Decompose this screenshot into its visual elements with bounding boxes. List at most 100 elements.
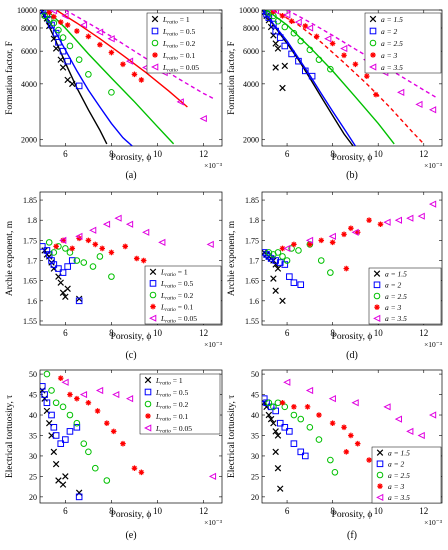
y-tick-label: 1.6 — [27, 297, 37, 306]
legend-marker-star — [374, 304, 380, 310]
legend-marker-circle — [373, 292, 381, 300]
data-point-star — [85, 33, 92, 40]
legend-marker-triangle — [151, 63, 159, 71]
y-tick-label: 2000 — [243, 136, 259, 145]
data-point-square — [75, 82, 83, 90]
fit-line-4 — [55, 10, 188, 108]
y-tick-label: 20 — [29, 493, 37, 502]
legend-box — [146, 12, 222, 74]
axes-frame — [261, 369, 443, 504]
data-point-square — [281, 42, 289, 50]
data-point-square — [297, 281, 305, 288]
legend-label: a = 3 — [385, 303, 402, 312]
data-point-triangle — [114, 214, 122, 222]
data-point-circle — [85, 71, 92, 78]
data-point-square — [290, 279, 298, 286]
data-point-circle — [103, 477, 111, 484]
legend-marker-square — [373, 281, 381, 289]
data-point-square — [297, 448, 305, 456]
x-tick-label: 8 — [109, 506, 114, 516]
data-point-star — [57, 375, 64, 381]
data-point-star — [302, 23, 309, 29]
data-point-triangle — [351, 228, 359, 236]
data-point-x — [270, 419, 277, 427]
legend-label: a = 2 — [385, 281, 402, 290]
legend: a = 1.5 a = 2 a = 2.5 a = 3 a = 3.5 — [364, 12, 442, 74]
data-point-x — [62, 293, 69, 301]
data-point-circle — [89, 263, 97, 270]
data-point-circle — [327, 456, 334, 464]
data-point-square — [55, 38, 62, 46]
data-point-star — [53, 243, 59, 250]
data-point-square — [59, 269, 67, 276]
data-point-triangle — [206, 240, 214, 249]
y-tick-label: 25 — [29, 472, 37, 481]
panel-f: 6 8 10 12 20 25 30 35 40 45 50 ×10⁻³ Porosity, ϕ Elec… — [227, 369, 443, 541]
data-point-circle — [315, 56, 323, 63]
x-axis-label: Porosity, ϕ — [111, 153, 152, 163]
legend-label: Lratio = 0.5 — [160, 279, 193, 290]
data-point-circle — [66, 42, 74, 50]
legend-label: Lratio = 0.1 — [160, 302, 193, 313]
data-point-triangle — [125, 395, 134, 403]
data-point-square — [286, 273, 293, 280]
x-exponent-label: ×10⁻³ — [424, 340, 443, 349]
data-point-star — [85, 237, 92, 244]
data-point-triangle — [394, 216, 403, 224]
data-point-star — [329, 239, 336, 246]
data-point-star — [279, 13, 286, 19]
data-point-star — [138, 77, 145, 83]
data-point-circle — [270, 403, 277, 411]
y-tick-label: 40 — [251, 411, 259, 420]
y-tick-label: 1.6 — [249, 297, 259, 306]
data-point-square — [48, 411, 55, 419]
data-point-star — [348, 432, 354, 439]
data-point-x — [41, 395, 48, 402]
data-point-triangle — [324, 35, 332, 43]
data-point-circle — [281, 403, 289, 411]
legend-marker-x — [373, 270, 381, 277]
data-point-x — [272, 448, 279, 456]
data-point-circle — [43, 370, 51, 378]
plot-area — [262, 378, 437, 492]
data-point-star — [307, 241, 313, 248]
legend-marker-square — [144, 388, 152, 396]
data-point-x — [265, 411, 273, 419]
data-point-circle — [73, 257, 81, 264]
data-point-x — [267, 415, 275, 423]
data-point-x — [277, 485, 284, 492]
legend-label: a = 1.5 — [385, 269, 407, 278]
y-axis-label: Formation factor, F — [4, 41, 15, 115]
data-point-circle — [73, 419, 81, 427]
data-point-triangle — [417, 212, 425, 220]
legend-box — [364, 12, 442, 74]
legend-label: a = 3 — [388, 482, 405, 491]
data-point-square — [270, 20, 277, 28]
data-point-circle — [274, 249, 282, 256]
data-point-x — [52, 45, 60, 52]
data-point-star — [74, 28, 80, 34]
data-point-star — [57, 19, 64, 25]
data-point-triangle — [176, 98, 184, 106]
legend-marker-square — [149, 280, 157, 287]
data-point-circle — [59, 403, 67, 411]
data-point-triangle — [428, 411, 437, 419]
data-point-star — [108, 49, 115, 56]
y-axis-label: Electrical tortuosity, τ — [227, 395, 237, 478]
legend-marker-triangle — [144, 424, 152, 432]
data-point-square — [263, 399, 270, 407]
data-point-triangle — [328, 232, 336, 240]
x-exponent-label: ×10⁻³ — [204, 161, 223, 170]
legend-marker-circle — [144, 400, 152, 408]
data-point-star — [329, 40, 336, 47]
data-point-square — [62, 436, 69, 443]
y-tick-label: 1.85 — [245, 196, 259, 205]
y-tick-label: 2000 — [21, 136, 37, 145]
x-axis-label: Porosity, ϕ — [332, 510, 373, 520]
data-point-triangle — [142, 228, 150, 236]
y-tick-label: 6000 — [21, 47, 37, 56]
data-point-star — [316, 412, 322, 418]
legend-marker-x — [144, 376, 152, 384]
legend: a = 1.5 a = 2 a = 2.5 a = 3 a = 3.5 — [368, 267, 442, 325]
legend-marker-triangle — [376, 493, 384, 502]
